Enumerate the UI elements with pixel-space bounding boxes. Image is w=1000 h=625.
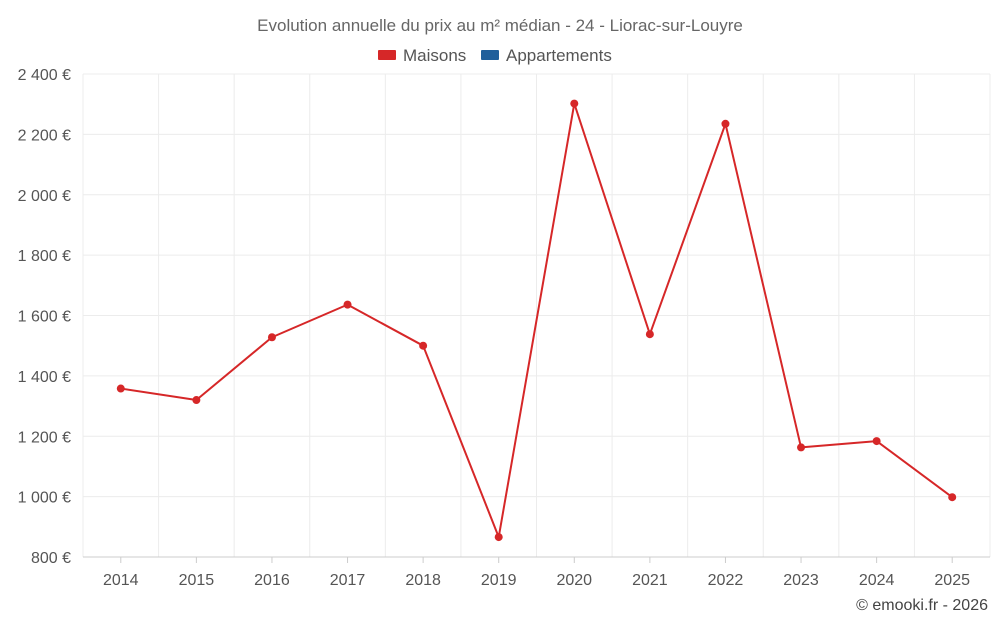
grid <box>82 73 991 558</box>
data-point[interactable] <box>343 300 352 309</box>
y-tick-label: 800 € <box>31 550 71 567</box>
x-tick-label: 2015 <box>179 572 215 589</box>
y-tick-label: 1 000 € <box>18 490 71 507</box>
data-point[interactable] <box>570 99 579 108</box>
x-tick-label: 2023 <box>783 572 819 589</box>
x-tick-label: 2014 <box>103 572 139 589</box>
data-point[interactable] <box>797 443 806 452</box>
series-maisons <box>116 99 957 542</box>
data-point[interactable] <box>645 330 654 339</box>
data-point[interactable] <box>116 384 125 393</box>
legend-label-appartements: Appartements <box>506 46 612 65</box>
y-tick-label: 2 200 € <box>18 127 71 144</box>
data-point[interactable] <box>872 437 881 446</box>
y-tick-label: 2 000 € <box>18 188 71 205</box>
x-tick-label: 2025 <box>934 572 970 589</box>
legend-swatch-maisons <box>378 50 396 60</box>
legend-label-maisons: Maisons <box>403 46 466 65</box>
axes: 800 € 1 000 € 1 200 € 1 400 € 1 600 € 1 800 €… <box>18 67 990 589</box>
data-point[interactable] <box>419 341 428 350</box>
x-tick-label: 2018 <box>405 572 441 589</box>
x-tick-label: 2022 <box>708 572 744 589</box>
data-point[interactable] <box>192 396 201 405</box>
credit-text: © emooki.fr - 2026 <box>856 597 988 614</box>
x-tick-label: 2017 <box>330 572 366 589</box>
x-tick-label: 2024 <box>859 572 895 589</box>
series-layer <box>116 99 957 542</box>
data-point[interactable] <box>494 533 503 542</box>
y-tick-label: 1 600 € <box>18 309 71 326</box>
y-tick-label: 1 800 € <box>18 248 71 265</box>
x-tick-label: 2020 <box>556 572 592 589</box>
x-tick-label: 2019 <box>481 572 517 589</box>
legend-item-appartements[interactable]: Appartements <box>481 46 612 65</box>
data-point[interactable] <box>948 493 957 502</box>
data-point[interactable] <box>721 119 730 128</box>
legend-swatch-appartements <box>481 50 499 60</box>
chart-title: Evolution annuelle du prix au m² médian … <box>257 16 743 35</box>
series-line-maisons <box>120 102 953 539</box>
legend: Maisons Appartements <box>378 46 612 65</box>
x-tick-label: 2021 <box>632 572 668 589</box>
x-tick-label: 2016 <box>254 572 290 589</box>
data-point[interactable] <box>267 333 276 342</box>
legend-item-maisons[interactable]: Maisons <box>378 46 466 65</box>
y-tick-label: 1 200 € <box>18 429 71 446</box>
y-tick-label: 1 400 € <box>18 369 71 386</box>
y-tick-label: 2 400 € <box>18 67 71 84</box>
